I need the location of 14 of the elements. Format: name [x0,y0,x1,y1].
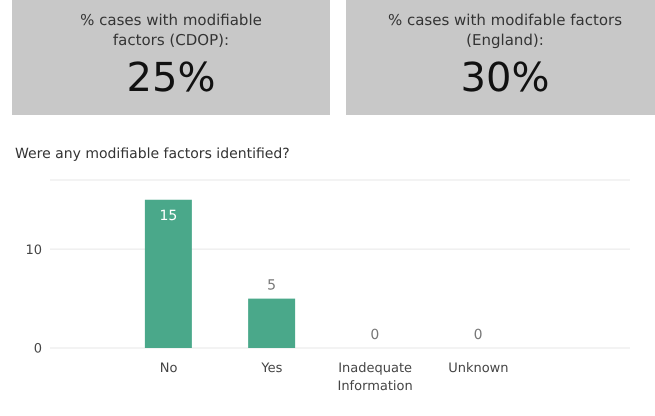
data-label: 0 [370,326,380,343]
x-tick-label: Inadequate Information [337,361,413,394]
x-tick-label: No [160,361,178,376]
x-tick-label: Yes [260,361,283,376]
y-tick-label: 10 [25,242,42,258]
text: 30% [460,54,550,102]
x-tick-label: Unknown [448,361,509,376]
text: % cases with modifiable factors (CDOP): [79,10,263,50]
data-label: 0 [474,326,483,343]
data-label: 15 [159,208,178,224]
text: 25% [126,54,216,102]
chart-title: Were any modifiable factors identified? [15,146,290,162]
data-label: 5 [267,278,276,294]
text: % cases with modifable factors (England): [386,10,624,50]
